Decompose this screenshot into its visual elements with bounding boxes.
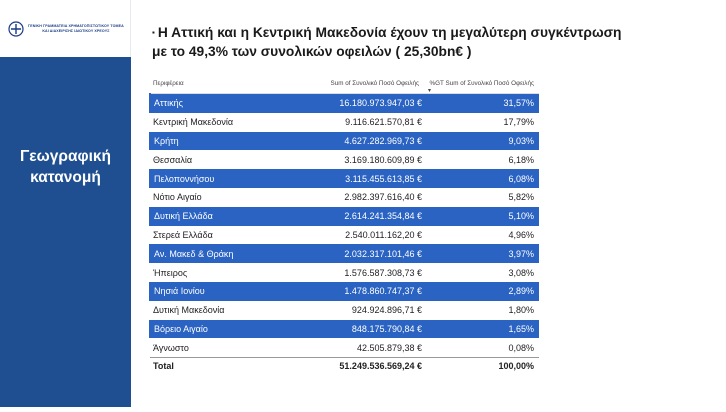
cell-pct: 5,82% xyxy=(508,192,534,203)
cell-region: Νησιά Ιονίου xyxy=(149,281,276,301)
cell-pct: 1,80% xyxy=(508,305,534,316)
cell-pct: 3,97% xyxy=(425,244,539,264)
cell-pct: 2,89% xyxy=(425,281,539,301)
table-row[interactable]: Άγνωστο 42.505.879,38 € 0,08% xyxy=(150,338,539,357)
table-row[interactable]: Νότιο Αιγαίο 2.982.397.616,40 € 5,82% xyxy=(150,188,539,207)
cell-amount: 924.924.896,71 € xyxy=(351,305,422,316)
cell-amount: 2.982.397.616,40 € xyxy=(344,192,422,203)
cell-amount: 2.540.011.162,20 € xyxy=(345,229,422,240)
cell-region: Άγνωστο xyxy=(153,342,189,353)
cell-amount: 1.576.587.308,73 € xyxy=(344,267,422,278)
cell-region: Κεντρική Μακεδονία xyxy=(153,117,234,128)
sort-desc-icon[interactable]: ▾ xyxy=(428,88,432,94)
cell-amount: 2.032.317.101,46 € xyxy=(276,244,425,264)
table-row[interactable]: Ήπειρος 1.576.587.308,73 € 3,08% xyxy=(150,263,539,282)
column-header-region[interactable]: Περιφέρεια xyxy=(150,73,276,94)
cell-region: Δυτική Μακεδονία xyxy=(153,305,225,316)
table-row[interactable]: Θεσσαλία 3.169.180.609,89 € 6,18% xyxy=(150,150,539,169)
cell-pct: 1,65% xyxy=(425,319,539,339)
logo-line-2: ΚΑΙ ΔΙΑΧΕΙΡΙΣΗΣ ΙΔΙΩΤΙΚΟΥ ΧΡΕΟΥΣ xyxy=(42,28,110,33)
cell-pct: 4,96% xyxy=(508,229,534,240)
cell-amount: 3.115.455.613,85 € xyxy=(276,169,425,188)
sidebar: ΓΕΝΙΚΗ ΓΡΑΜΜΑΤΕΙΑ ΧΡΗΜΑΤΟΠΙΣΤΩΤΙΚΟΥ ΤΟΜΕ… xyxy=(0,0,131,412)
total-row: Total 51.249.536.569,24 €100,00% xyxy=(150,357,539,375)
logo-text: ΓΕΝΙΚΗ ΓΡΑΜΜΑΤΕΙΑ ΧΡΗΜΑΤΟΠΙΣΤΩΤΙΚΟΥ ΤΟΜΕ… xyxy=(28,24,124,34)
cell-region: Κρήτη xyxy=(149,131,276,151)
table-row[interactable]: Αν. Μακεδ & Θράκη 2.032.317.101,46 €3,97% xyxy=(149,244,539,264)
section-title-line-2: κατανομή xyxy=(30,169,101,186)
cell-region: Ήπειρος xyxy=(153,267,188,278)
cell-region: Νότιο Αιγαίο xyxy=(153,192,202,203)
cell-amount: 9.116.621.570,81 € xyxy=(345,117,422,128)
table-row[interactable]: Κεντρική Μακεδονία 9.116.621.570,81 € 17,7… xyxy=(150,113,539,132)
cell-region: Αν. Μακεδ & Θράκη xyxy=(149,244,276,264)
section-title-line-1: Γεωγραφική xyxy=(19,148,111,165)
total-label: Total xyxy=(150,357,276,375)
cell-pct: 3,08% xyxy=(508,267,534,278)
headline-line-2: με το 49,3% των συνολικών οφειλών ( 25,3… xyxy=(152,44,472,59)
bullet-icon: ▪ xyxy=(152,28,155,37)
cell-pct: 9,03% xyxy=(425,131,539,151)
cell-pct: 0,08% xyxy=(508,342,534,353)
cell-pct: 6,08% xyxy=(425,169,539,188)
section-panel xyxy=(0,57,131,407)
table-row[interactable]: Δυτική Ελλάδα 2.614.241.354,84 €5,10% xyxy=(149,206,539,226)
table-header-row: Περιφέρεια Sum of Συνολικό Ποσό Οφειλής … xyxy=(150,73,539,94)
cell-region: Στερεά Ελλάδα xyxy=(153,229,213,240)
cell-region: Αττικής xyxy=(149,93,276,113)
cell-region: Δυτική Ελλάδα xyxy=(149,206,276,226)
table-row[interactable]: Στερεά Ελλάδα 2.540.011.162,20 € 4,96% xyxy=(150,226,539,245)
cell-amount: 4.627.282.969,73 € xyxy=(276,131,425,151)
section-title: Γεωγραφική κατανομή xyxy=(0,146,131,188)
logo: ΓΕΝΙΚΗ ΓΡΑΜΜΑΤΕΙΑ ΧΡΗΜΑΤΟΠΙΣΤΩΤΙΚΟΥ ΤΟΜΕ… xyxy=(0,0,131,57)
table-row[interactable]: Κρήτη 4.627.282.969,73 €9,03% xyxy=(149,131,539,151)
cell-amount: 1.478.860.747,37 € xyxy=(276,281,425,301)
cell-region: Πελοποννήσου xyxy=(149,169,276,188)
cell-pct: 17,79% xyxy=(503,117,534,128)
total-amount: 51.249.536.569,24 € xyxy=(276,357,425,375)
cell-amount: 848.175.790,84 € xyxy=(276,319,425,339)
table-row[interactable]: Βόρειο Αιγαίο 848.175.790,84 €1,65% xyxy=(149,319,539,339)
cell-pct: 6,18% xyxy=(508,154,534,165)
table-row[interactable]: Αττικής 16.180.973.947,03 €31,57% xyxy=(149,93,539,113)
table-row[interactable]: Νησιά Ιονίου 1.478.860.747,37 €2,89% xyxy=(149,281,539,301)
column-header-percent[interactable]: %GT Sum of Συνολικό Ποσό Οφειλής ▾ xyxy=(425,73,539,94)
cell-pct: 31,57% xyxy=(425,93,539,113)
table-row[interactable]: Πελοποννήσου 3.115.455.613,85 €6,08% xyxy=(149,169,539,188)
regional-debt-table: Περιφέρεια Sum of Συνολικό Ποσό Οφειλής … xyxy=(149,73,539,375)
cell-region: Βόρειο Αιγαίο xyxy=(149,319,276,339)
total-pct: 100,00% xyxy=(425,357,539,375)
table-row[interactable]: Δυτική Μακεδονία 924.924.896,71 € 1,80% xyxy=(150,301,539,320)
logo-line-1: ΓΕΝΙΚΗ ΓΡΑΜΜΑΤΕΙΑ ΧΡΗΜΑΤΟΠΙΣΤΩΤΙΚΟΥ ΤΟΜΕ… xyxy=(28,23,124,28)
column-header-percent-label: %GT Sum of Συνολικό Ποσό Οφειλής xyxy=(429,79,534,87)
cell-amount: 16.180.973.947,03 € xyxy=(276,93,425,113)
cell-amount: 42.505.879,38 € xyxy=(356,342,422,353)
cell-amount: 3.169.180.609,89 € xyxy=(344,154,422,165)
cell-amount: 2.614.241.354,84 € xyxy=(276,206,425,226)
cell-pct: 5,10% xyxy=(425,206,539,226)
cell-region: Θεσσαλία xyxy=(153,154,193,165)
column-header-amount[interactable]: Sum of Συνολικό Ποσό Οφειλής xyxy=(276,73,425,94)
page-title: ▪ Η Αττική και η Κεντρική Μακεδονία έχουν… xyxy=(152,23,712,61)
emblem-icon xyxy=(8,20,24,37)
headline-line-1: Η Αττική και η Κεντρική Μακεδονία έχουν … xyxy=(157,25,622,40)
